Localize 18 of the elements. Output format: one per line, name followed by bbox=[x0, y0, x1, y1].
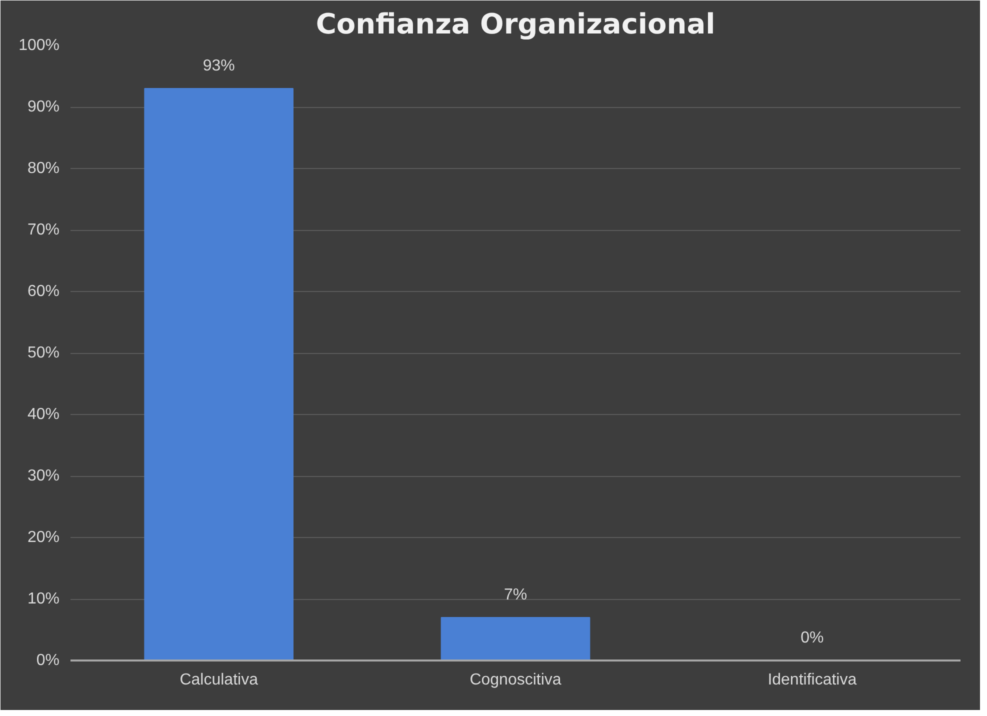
y-tick-label: 70% bbox=[27, 222, 60, 238]
y-tick-label: 10% bbox=[27, 590, 60, 608]
y-tick-label: 90% bbox=[27, 98, 60, 116]
chart-title: Confianza Organizacional bbox=[316, 8, 716, 40]
data-label: 0% bbox=[800, 630, 824, 646]
x-tick-label: Cognoscitiva bbox=[470, 672, 562, 688]
y-tick-label: 50% bbox=[27, 344, 60, 362]
y-tick-label: 100% bbox=[18, 37, 60, 54]
y-tick-label: 30% bbox=[27, 468, 60, 484]
y-tick-label: 40% bbox=[27, 406, 60, 423]
data-label: 93% bbox=[202, 58, 235, 75]
x-tick-label: Identificativa bbox=[768, 672, 857, 688]
x-tick-label: Calculativa bbox=[180, 672, 258, 688]
y-tick-label: 20% bbox=[27, 529, 60, 546]
y-tick-label: 60% bbox=[27, 283, 60, 300]
y-tick-label: 80% bbox=[27, 160, 60, 177]
data-label: 7% bbox=[504, 586, 528, 604]
y-tick-label: 0% bbox=[36, 652, 60, 669]
